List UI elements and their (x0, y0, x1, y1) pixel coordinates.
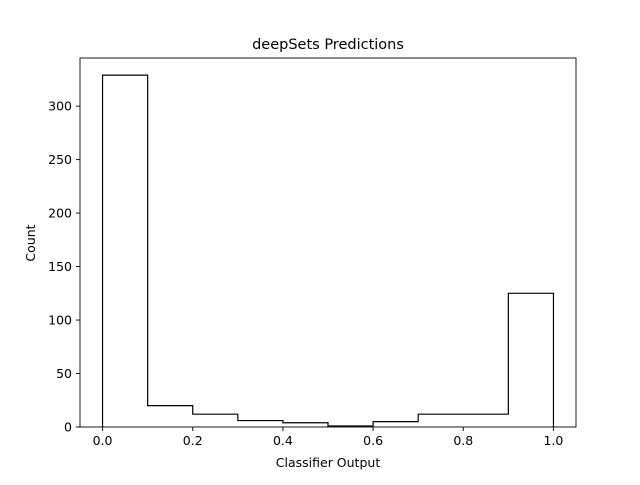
x-tick-label: 0.6 (363, 433, 383, 448)
x-axis-label: Classifier Output (276, 455, 381, 470)
histogram-bar (238, 421, 283, 427)
y-axis-label: Count (23, 224, 38, 261)
y-tick-label: 100 (48, 313, 72, 328)
histogram-bar (193, 414, 238, 427)
x-axis: 0.0 0.2 0.4 0.6 0.8 1.0 (93, 427, 564, 448)
y-axis: 0 50 100 150 200 250 300 (48, 99, 80, 435)
y-tick-label: 150 (48, 259, 72, 274)
x-tick-label: 0.2 (183, 433, 203, 448)
histogram-bar (148, 406, 193, 427)
y-tick-label: 250 (48, 152, 72, 167)
plot-frame (79, 57, 577, 428)
plot-area (79, 57, 577, 428)
x-tick-label: 0.0 (93, 433, 113, 448)
y-tick-label: 50 (56, 366, 72, 381)
x-tick-label: 1.0 (544, 433, 564, 448)
x-tick-label: 0.8 (453, 433, 473, 448)
histogram-outline (101, 74, 555, 427)
y-tick-label: 0 (64, 420, 72, 435)
histogram-bar (103, 75, 148, 427)
x-tick-label: 0.4 (273, 433, 293, 448)
histogram-bar (283, 423, 328, 427)
histogram-bar (373, 422, 418, 427)
y-tick-label: 300 (48, 99, 72, 114)
histogram-bar (508, 293, 553, 427)
histogram-bar (418, 414, 463, 427)
y-tick-label: 200 (48, 206, 72, 221)
histogram-bar (463, 414, 508, 427)
chart-title: deepSets Predictions (252, 37, 404, 53)
